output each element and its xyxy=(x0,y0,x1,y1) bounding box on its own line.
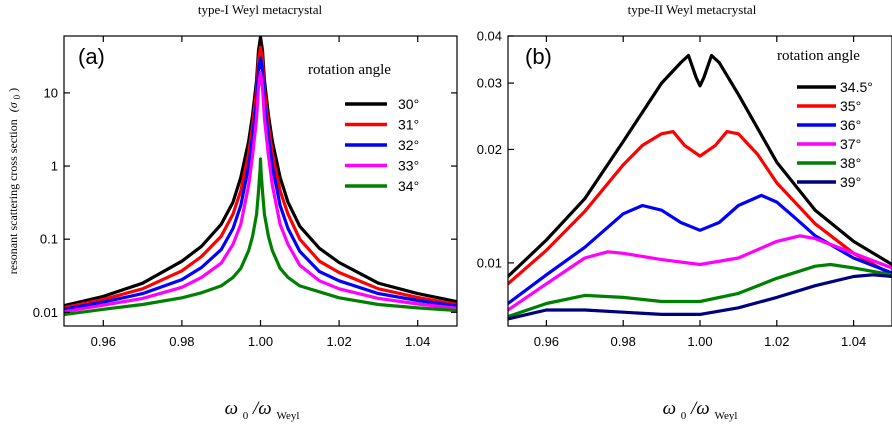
panel-a-x-tick-label: 1.00 xyxy=(248,334,273,349)
panel-b-legend-label: 35° xyxy=(840,98,861,114)
panel-a-y-axis-label: resonant scattering cross section (σ 0 ) xyxy=(6,88,23,274)
panel-a-x-axis-omega: ω xyxy=(225,398,238,419)
panel-a-legend-label: 31° xyxy=(398,117,419,133)
panel-a-legend-label: 34° xyxy=(398,178,419,194)
panel-b-series-line-4 xyxy=(508,262,892,319)
panel-b-x-tick-label: 1.02 xyxy=(764,334,789,349)
panel-a-y-axis-label-text: resonant scattering cross section xyxy=(6,119,20,274)
panel-b-y-tick-label: 0.04 xyxy=(477,29,502,44)
panel-a-y-tick-label: 0.1 xyxy=(40,232,58,247)
panel-a-y-tick-label: 10 xyxy=(44,85,58,100)
panel-b-y-tick-label: 0.03 xyxy=(477,76,502,91)
panel-b-x-axis-sub1: 0 xyxy=(681,410,687,422)
panel-a-y-tick-label: 0.01 xyxy=(33,305,58,320)
panel-a-label: (a) xyxy=(78,44,105,69)
panel-b-legend-label: 36° xyxy=(840,117,861,133)
panel-a-title: type-I Weyl metacrystal xyxy=(198,2,323,17)
panel-b-legend-label: 38° xyxy=(840,155,861,171)
panel-a-series-line-1 xyxy=(64,45,457,310)
panel-b-legend: 34.5° 35° 36° 37° 38° 39° xyxy=(797,79,873,190)
panel-a-y-axis-symbol: (σ xyxy=(6,101,20,112)
panel-b-series-line-1 xyxy=(508,130,892,286)
panel-a-series-line-2 xyxy=(64,56,457,311)
panel-a-legend: 30° 31° 32° 33° 34° xyxy=(345,96,419,194)
panel-b-series-line-5 xyxy=(508,273,892,321)
panel-b-x-tick-label: 0.98 xyxy=(611,334,636,349)
panel-b-series-layer xyxy=(508,53,892,321)
panel-a-legend-label: 30° xyxy=(398,96,419,112)
panel-b-y-tick-label: 0.01 xyxy=(477,255,502,270)
panel-b-x-axis-omega: ω xyxy=(663,398,676,419)
panel-a-y-tick-label: 1 xyxy=(51,159,58,174)
panel-a-x-tick-label: 1.02 xyxy=(326,334,351,349)
panel-a-series-line-4 xyxy=(64,157,457,317)
panel-b-axes: 0.96 0.98 1.00 1.02 1.04 0.01 0.02 0.03 0.04 xyxy=(477,29,867,350)
panel-a-x-axis-sub1: 0 xyxy=(243,410,249,422)
panel-b-x-axis-slash: /ω xyxy=(690,398,710,419)
panel-a-x-axis-slash: /ω xyxy=(252,398,272,419)
panel-a-legend-label: 33° xyxy=(398,158,419,174)
panel-a-x-tick-label: 0.96 xyxy=(91,334,116,349)
panel-a: type-I Weyl metacrystal 0.96 0.98 1.00 1.02… xyxy=(6,2,458,424)
panel-a-x-axis-sub2: Weyl xyxy=(276,410,299,422)
panel-b-legend-label: 37° xyxy=(840,136,861,152)
panel-a-series-layer xyxy=(64,36,457,317)
panel-a-series-line-3 xyxy=(64,70,457,314)
panel-b-series-line-2 xyxy=(508,193,892,306)
panel-b-legend-label: 34.5° xyxy=(840,79,873,95)
panel-a-y-axis-close: ) xyxy=(6,88,20,92)
panel-b-title: type-II Weyl metacrystal xyxy=(628,2,757,17)
panel-b-x-tick-label: 1.00 xyxy=(687,334,712,349)
panel-b-legend-title: rotation angle xyxy=(777,48,860,64)
panel-a-y-axis-subscript: 0 xyxy=(12,94,22,99)
panel-b-label: (b) xyxy=(525,44,552,69)
panel-a-x-tick-label: 1.04 xyxy=(405,334,430,349)
panel-b-x-tick-label: 1.04 xyxy=(841,334,866,349)
panel-a-axes: 0.96 0.98 1.00 1.02 1.04 0.01 0.1 1 10 xyxy=(33,36,457,349)
panel-a-x-tick-label: 0.98 xyxy=(169,334,194,349)
panel-b-series-line-0 xyxy=(508,53,892,279)
panel-b-x-axis-sub2: Weyl xyxy=(714,410,737,422)
panel-b-series-line-3 xyxy=(508,234,892,312)
panel-b-legend-label: 39° xyxy=(840,174,861,190)
panel-b-y-tick-label: 0.02 xyxy=(477,142,502,157)
panel-a-legend-label: 32° xyxy=(398,137,419,153)
panel-b-x-axis-label: ω 0 /ω Weyl xyxy=(663,398,738,424)
panel-b-x-tick-label: 0.96 xyxy=(534,334,559,349)
panel-b: type-II Weyl metacrystal 0.96 0.98 1.00 1.0… xyxy=(477,2,892,424)
panel-a-x-axis-label: ω 0 /ω Weyl xyxy=(225,398,300,424)
panel-a-legend-title: rotation angle xyxy=(308,62,391,78)
